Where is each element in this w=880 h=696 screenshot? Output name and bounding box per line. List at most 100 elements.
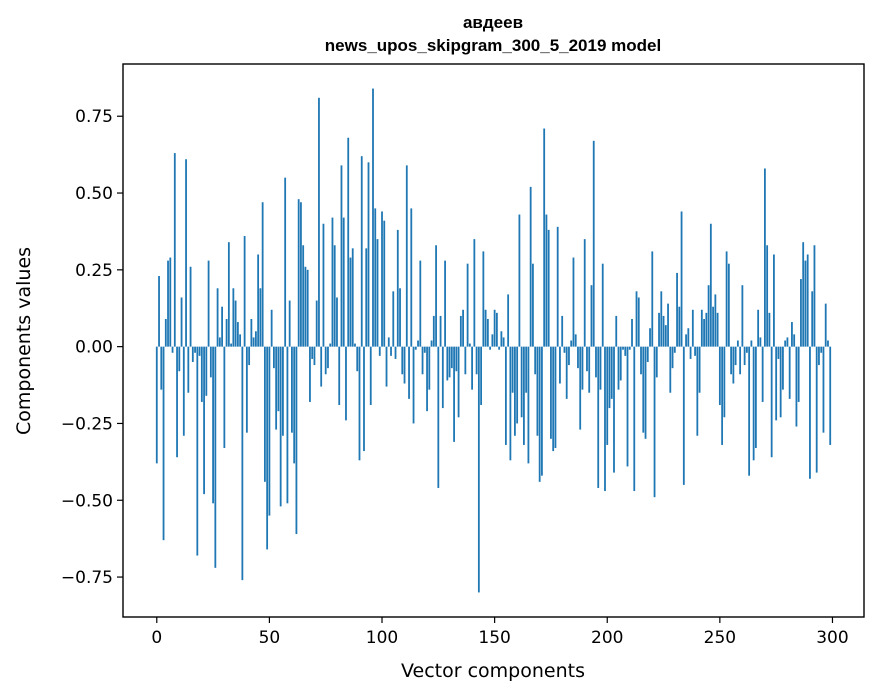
bar [176,346,178,458]
x-tick-label: 300 [816,628,848,648]
y-tick-label: 0.75 [75,107,113,127]
bar [311,346,314,359]
bar [507,294,510,347]
bar [809,346,811,479]
bar [279,346,282,507]
bar [378,346,381,356]
bar [784,340,787,347]
bar [766,245,769,347]
bar [523,346,525,445]
bar [791,322,793,347]
bar [243,236,246,347]
bar [579,346,582,430]
bar [273,346,275,369]
bar [676,272,678,347]
bar [158,275,160,347]
bar [793,334,796,347]
bar [800,279,802,347]
bar [700,309,703,347]
bar [673,346,676,353]
y-tick-label: 0.25 [75,261,113,281]
x-axis-ticks: 0 50 100 150 200 250 300 [151,617,849,648]
bar [408,346,410,399]
bar [590,285,593,347]
bar [545,214,548,347]
bar [504,346,507,445]
bar [412,346,415,424]
bar [295,346,298,535]
bar [536,346,539,436]
bar [520,346,523,418]
bar [829,346,832,445]
bar [489,346,492,350]
bar [714,294,717,347]
bar [588,346,591,393]
bar [561,315,564,347]
bar [315,300,318,347]
x-tick-label: 0 [151,628,162,648]
bar [597,346,600,488]
bar [345,346,347,421]
bar [725,251,728,347]
bar [291,346,293,433]
bar [383,220,386,347]
bar [297,199,300,347]
bar [446,346,449,381]
bar [329,343,332,347]
bar [381,211,383,347]
bar [730,346,733,375]
bar [457,346,460,418]
bar [651,251,654,347]
bar [218,337,221,347]
bar [356,346,359,372]
bar [363,346,365,452]
bar [189,266,192,347]
bar [827,340,829,347]
bar [687,328,690,347]
bar [444,260,446,347]
bar [423,346,426,353]
bar [306,269,309,347]
bar [342,217,345,347]
bar [727,263,730,347]
bar [775,346,778,421]
bar [212,346,214,504]
bar [626,346,629,467]
bar [703,318,705,347]
bar [518,214,521,347]
bar [239,334,242,347]
bar [743,346,746,366]
bar [707,285,710,347]
bar [387,337,390,347]
bar [685,334,687,347]
bar [198,346,201,356]
bar [320,346,323,387]
bar [604,346,606,492]
y-tick-label: 0.50 [75,184,113,204]
bar [516,346,519,424]
bar [752,346,755,461]
bar [396,229,399,347]
bar [637,297,640,347]
bar [599,346,602,390]
bar [376,239,379,347]
bar [583,239,586,347]
y-axis-label: Components values [13,247,35,435]
bar [464,346,467,375]
bar [527,346,530,464]
bar [644,346,647,439]
x-tick-label: 250 [704,628,736,648]
bar [286,346,289,504]
bar [482,251,485,347]
bar [385,346,388,387]
bar [250,318,253,347]
bar [200,346,203,402]
bar [669,346,672,393]
bar [601,263,604,347]
bar [394,346,397,359]
bar [773,254,775,347]
bar [300,202,302,347]
bar [466,263,469,347]
